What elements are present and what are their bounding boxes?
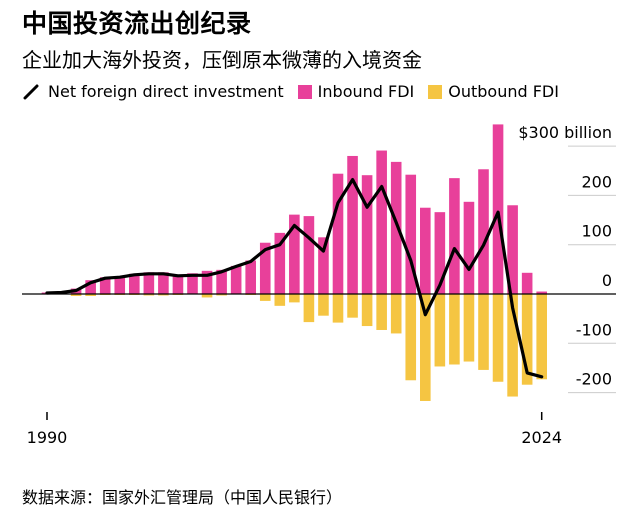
inbound-bar [347, 155, 358, 294]
inbound-bar [289, 214, 300, 294]
legend-item-outbound: Outbound FDI [428, 82, 559, 101]
outbound-bar [70, 294, 82, 296]
source-note: 数据来源：国家外汇管理局（中国人民银行） [22, 488, 343, 507]
inbound-bar [507, 205, 518, 294]
inbound-bar [230, 265, 242, 294]
x-axis: 1990 2024 [27, 412, 562, 447]
inbound-bar [361, 175, 373, 294]
y-tick-label: -100 [576, 320, 612, 339]
outbound-bar [521, 294, 533, 385]
inbound-bar [492, 124, 504, 295]
inbound-bar [201, 270, 213, 294]
legend-label-inbound: Inbound FDI [317, 82, 415, 101]
outbound-bar [318, 294, 329, 316]
outbound-bars [41, 294, 547, 401]
inbound-bar [245, 260, 256, 294]
chart-title: 中国投资流出创纪录 [22, 9, 252, 38]
chart-subtitle: 企业加大海外投资，压倒原本微薄的入境资金 [22, 48, 422, 72]
inbound-bar [463, 201, 475, 294]
inbound-bar [521, 272, 533, 294]
y-axis-labels: $300 billion 200 100 0 -100 -200 [518, 123, 612, 389]
inbound-bars [41, 124, 547, 295]
legend-swatch-net [23, 84, 39, 99]
inbound-bar [405, 174, 417, 294]
outbound-bar [536, 294, 547, 380]
outbound-bar [434, 294, 446, 367]
inbound-bar [187, 273, 198, 294]
outbound-bar [259, 294, 271, 301]
net-fdi-line [45, 178, 544, 379]
inbound-bar [216, 269, 227, 294]
inbound-bar [434, 212, 446, 294]
outbound-bar [289, 294, 300, 303]
inbound-bar [449, 178, 460, 294]
inbound-bar [143, 272, 155, 294]
outbound-bar [158, 294, 169, 296]
x-tick-label: 1990 [27, 428, 68, 447]
inbound-bar [172, 274, 184, 294]
y-tick-label: 100 [581, 222, 612, 241]
inbound-bar [303, 216, 315, 294]
inbound-bar [318, 237, 329, 294]
legend-label-outbound: Outbound FDI [448, 82, 559, 101]
y-tick-label: 200 [581, 172, 612, 191]
inbound-bar [332, 173, 344, 294]
outbound-bar [85, 294, 96, 296]
inbound-bar [129, 273, 140, 294]
legend-swatch-inbound [297, 84, 312, 99]
outbound-bar [420, 294, 431, 401]
inbound-bar [478, 169, 489, 294]
inbound-bar [114, 276, 126, 294]
inbound-bar [99, 277, 111, 294]
outbound-bar [492, 294, 504, 382]
legend-item-inbound: Inbound FDI [297, 82, 415, 101]
y-tick-label: -200 [576, 370, 612, 389]
inbound-bar [376, 150, 387, 294]
outbound-bar [478, 294, 489, 370]
legend-swatch-outbound [428, 84, 443, 99]
inbound-bar [536, 291, 547, 294]
grid-lines [568, 145, 616, 394]
inbound-bar [85, 280, 96, 294]
outbound-bar [507, 294, 518, 397]
inbound-bar [259, 242, 271, 294]
outbound-bar [274, 294, 286, 306]
inbound-bar [158, 272, 169, 294]
y-tick-label: $300 billion [518, 123, 612, 142]
outbound-bar [216, 294, 227, 296]
inbound-bar [420, 207, 431, 294]
outbound-bar [201, 294, 213, 298]
fdi-chart: $300 billion 200 100 0 -100 -200 1990 2024 [22, 123, 616, 447]
outbound-bar [376, 294, 387, 330]
outbound-bar [347, 294, 358, 318]
inbound-bar [274, 232, 286, 294]
legend: Net foreign direct investment Inbound FD… [22, 82, 573, 101]
outbound-bar [303, 294, 315, 323]
legend-label-net: Net foreign direct investment [48, 82, 284, 101]
outbound-bar [332, 294, 344, 323]
outbound-bar [361, 294, 373, 327]
outbound-bar [390, 294, 402, 334]
outbound-bar [463, 294, 475, 362]
outbound-bar [143, 294, 155, 296]
outbound-bar [449, 294, 460, 365]
y-tick-label: 0 [602, 271, 612, 290]
outbound-bar [405, 294, 417, 381]
x-tick-label: 2024 [521, 428, 562, 447]
inbound-bar [390, 161, 402, 294]
legend-item-net: Net foreign direct investment [22, 82, 284, 101]
